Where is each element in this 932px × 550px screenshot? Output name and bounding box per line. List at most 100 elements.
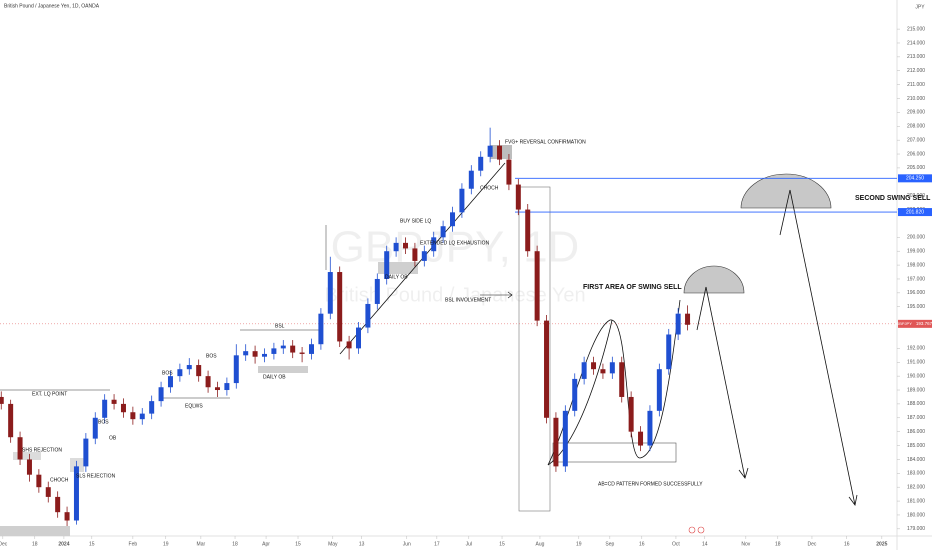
candle-body	[205, 376, 211, 388]
annotation: EQLWS	[185, 403, 203, 409]
annotation: BOS	[206, 353, 217, 359]
candle-body	[384, 251, 390, 279]
candle-body	[224, 383, 230, 391]
y-tick-label: 181.000	[907, 498, 925, 504]
x-tick-label: 18	[232, 541, 238, 547]
x-tick-label: Aug	[535, 541, 544, 547]
candle-body	[36, 474, 42, 488]
abcd-curve	[547, 299, 681, 466]
candle-body	[83, 438, 89, 467]
x-tick-label: 13	[359, 541, 365, 547]
y-tick-label: 179.000	[907, 526, 925, 532]
y-tick-label: 203.000	[907, 193, 925, 199]
currency: JPY	[915, 4, 925, 10]
y-tick-label: 198.000	[907, 262, 925, 268]
candle-body	[92, 417, 98, 439]
y-tick-label: 192.000	[907, 346, 925, 352]
swing-zone	[683, 265, 745, 294]
level-tag	[898, 208, 932, 217]
x-tick-label: 15	[89, 541, 95, 547]
candle-body	[544, 320, 550, 418]
last-price-tag	[898, 319, 932, 328]
y-tick-label: 209.000	[907, 110, 925, 116]
candle-body	[45, 487, 51, 497]
x-tick-label: 19	[576, 541, 582, 547]
x-tick-label: Dec	[808, 541, 817, 547]
candle-body	[149, 401, 155, 414]
y-tick-label: 205.000	[907, 165, 925, 171]
last-price-value: 193.767	[916, 321, 932, 326]
candle-body	[177, 369, 183, 377]
candle-body	[525, 209, 531, 252]
candle-body	[497, 145, 503, 160]
candle-body	[337, 272, 343, 342]
x-tick-label: 19	[163, 541, 169, 547]
candle-body	[356, 327, 362, 349]
x-tick-label: Oct	[672, 541, 680, 547]
candle-body	[299, 352, 305, 354]
y-tick-label: 182.000	[907, 485, 925, 491]
abcd-curve	[547, 319, 613, 466]
candle-body	[55, 496, 61, 513]
y-tick-label: 215.000	[907, 26, 925, 32]
candle-body	[111, 399, 117, 404]
annotation: CHOCH	[50, 477, 69, 483]
watermark-subtitle: British Pound / Japanese Yen	[324, 284, 585, 306]
arrow	[696, 286, 707, 331]
candle-body	[252, 351, 258, 357]
chart-title: British Pound / Japanese Yen, 1D, OANDA	[4, 3, 100, 9]
x-tick-label: 17	[434, 541, 440, 547]
candle-body	[675, 313, 681, 335]
x-tick-label: 2025	[876, 541, 887, 547]
swing-zone	[740, 173, 832, 209]
watermark: GBPJPY, 1D	[331, 223, 580, 272]
candle-body	[487, 145, 493, 157]
candle-body	[581, 362, 587, 379]
y-tick-label: 213.000	[907, 54, 925, 60]
x-tick-label: 2024	[58, 541, 69, 547]
demand-box	[552, 442, 677, 463]
candle-body	[403, 242, 409, 249]
candle-body	[609, 362, 615, 374]
candle-body	[280, 345, 286, 349]
candle-body	[440, 226, 446, 238]
ob-box	[0, 526, 70, 536]
candle-body	[327, 272, 333, 314]
candle-body	[130, 412, 136, 420]
candle-body	[431, 237, 437, 252]
candle-body	[243, 351, 249, 356]
candle-body	[666, 334, 672, 370]
event-icon[interactable]	[697, 526, 705, 534]
annotation: AB=CD PATTERN FORMED SUCCESSFULLY	[598, 481, 703, 487]
candle-body	[468, 170, 474, 189]
candle-body	[600, 369, 606, 374]
candle-body	[214, 387, 220, 391]
x-tick-label: Nov	[741, 541, 750, 547]
candle-body	[534, 251, 540, 321]
x-tick-label: Jul	[466, 541, 472, 547]
candle-body	[64, 512, 70, 521]
annotation: BUY SIDE LQ	[400, 218, 431, 224]
candle-body	[365, 303, 371, 328]
arrow	[705, 286, 749, 479]
x-tick-label: May	[328, 541, 338, 547]
last-price-name: GBPJPY	[896, 321, 912, 326]
y-tick-label: 191.000	[907, 360, 925, 366]
x-tick-label: Feb	[129, 541, 138, 547]
event-icon[interactable]	[688, 526, 696, 534]
y-tick-label: 207.000	[907, 137, 925, 143]
candle-body	[318, 313, 324, 345]
candle-body	[647, 410, 653, 446]
annotation: FIRST AREA OF SWING SELL	[583, 284, 682, 291]
candle-body	[290, 345, 296, 353]
candle-body	[562, 410, 568, 467]
y-tick-label: 195.000	[907, 304, 925, 310]
candle-body	[656, 369, 662, 411]
candle-body	[515, 184, 521, 210]
y-tick-label: 190.000	[907, 373, 925, 379]
ob-box	[378, 262, 418, 274]
candle-body	[506, 159, 512, 185]
annotation: FVG+ REVERSAL CONFIRMATION	[505, 139, 586, 145]
y-tick-label: 188.000	[907, 401, 925, 407]
